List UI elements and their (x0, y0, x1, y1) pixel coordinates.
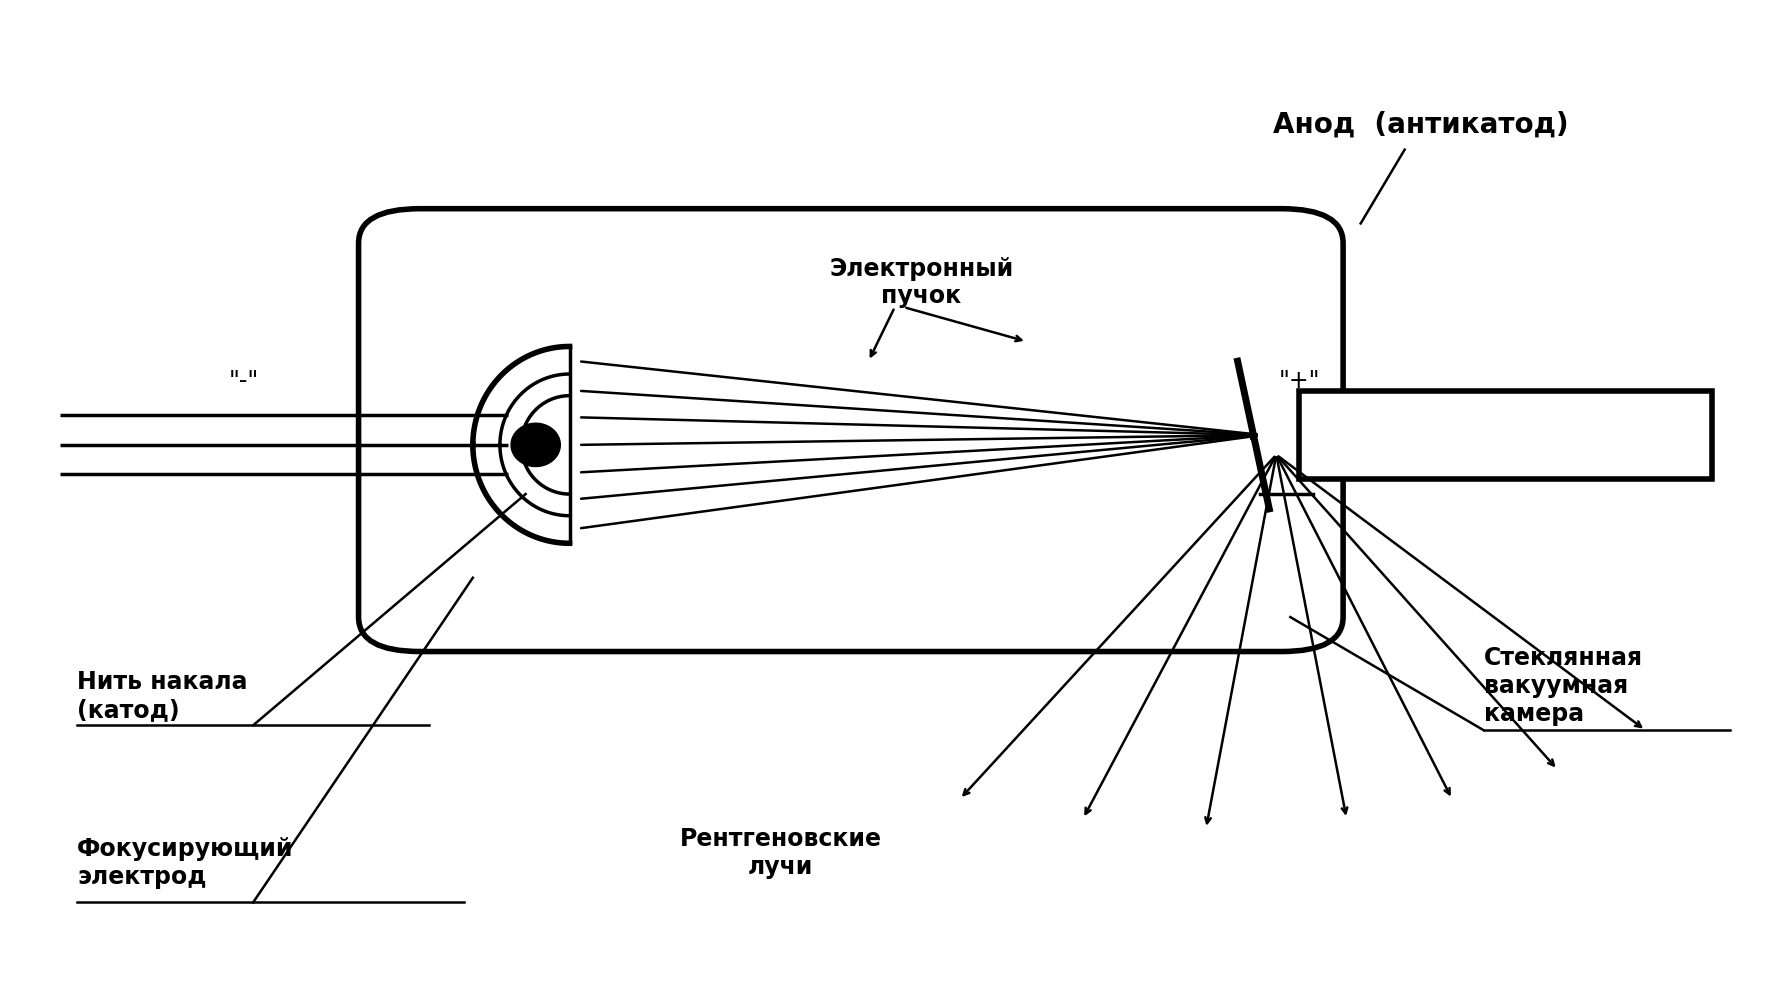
Polygon shape (1299, 391, 1712, 479)
Text: Фокусирующий
электрод: Фокусирующий электрод (78, 837, 294, 889)
Text: Электронный
пучок: Электронный пучок (829, 256, 1014, 308)
Text: "-": "-" (229, 369, 259, 393)
Text: Рентгеновские
лучи: Рентгеновские лучи (679, 827, 881, 879)
Text: Нить накала
(катод): Нить накала (катод) (78, 670, 248, 722)
Polygon shape (510, 423, 560, 466)
Text: "+": "+" (1278, 369, 1320, 393)
Text: Анод  (антикатод): Анод (антикатод) (1272, 111, 1568, 139)
Text: Стеклянная
вакуумная
камера: Стеклянная вакуумная камера (1483, 646, 1643, 726)
FancyBboxPatch shape (358, 209, 1343, 652)
